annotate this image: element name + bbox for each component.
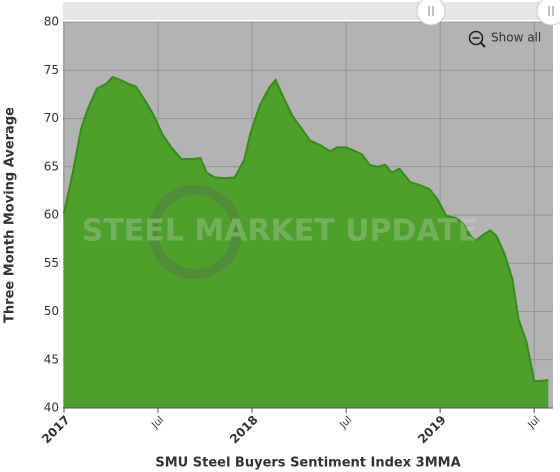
navigator-bar[interactable] (63, 2, 558, 20)
y-axis-title: Three Month Moving Average (3, 107, 18, 323)
y-tick-label: 80 (44, 15, 59, 29)
x-tick-label: 2019 (415, 413, 449, 447)
area-layer (63, 75, 549, 408)
y-tick-label: 70 (44, 111, 59, 125)
x-tick-label: 2018 (227, 413, 261, 447)
show-all-button[interactable]: Show all (468, 30, 542, 48)
y-tick-label: 50 (44, 304, 59, 318)
area-line (63, 75, 549, 382)
zoom-icon-handle (480, 42, 486, 48)
x-axis-title: SMU Steel Buyers Sentiment Index 3MMA (155, 456, 460, 471)
y-tick-label: 40 (44, 401, 59, 415)
x-tick-label: 2017 (39, 413, 73, 447)
watermark-logo: STEEL MARKET UPDATE (82, 185, 479, 279)
navigator-handle[interactable] (416, 0, 446, 26)
x-tick-label: Jul (525, 414, 542, 431)
y-tick-label: 75 (44, 63, 59, 77)
x-tick-label: Jul (149, 414, 166, 431)
y-tick-label: 55 (44, 256, 59, 270)
watermark-text: STEEL MARKET UPDATE (82, 214, 479, 249)
y-tick-label: 60 (44, 208, 59, 222)
watermark-ring (148, 185, 242, 279)
zoom-icon (468, 30, 484, 46)
x-tick-label: Jul (337, 414, 354, 431)
y-tick-label: 45 (44, 352, 59, 366)
show-all-label[interactable]: Show all (491, 31, 541, 45)
y-tick-label: 65 (44, 159, 59, 173)
